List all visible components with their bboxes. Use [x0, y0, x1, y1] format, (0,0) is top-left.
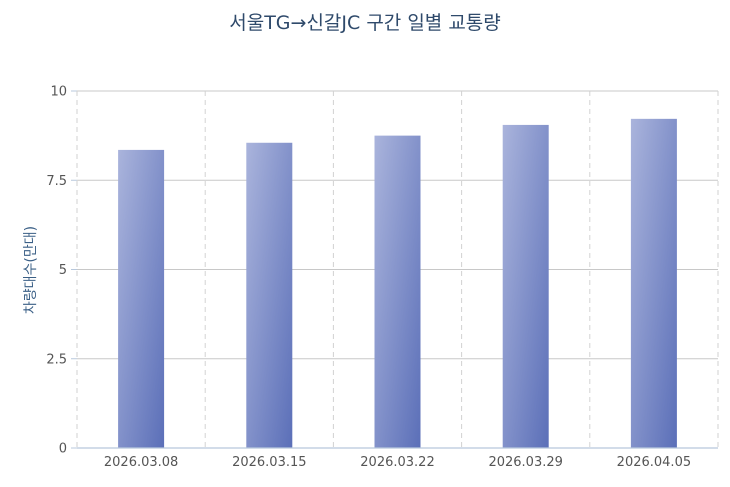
y-tick-label: 0 [59, 442, 67, 457]
bar [246, 142, 293, 448]
x-tick-label: 2026.03.22 [360, 455, 434, 470]
bar [118, 149, 165, 448]
x-tick-label: 2026.03.29 [488, 455, 562, 470]
bar [630, 118, 677, 448]
bar [502, 124, 549, 448]
x-tick-label: 2026.04.05 [617, 455, 691, 470]
y-tick-label: 7.5 [46, 174, 67, 189]
x-tick-label: 2026.03.15 [232, 455, 306, 470]
bar [374, 135, 421, 448]
y-tick-label: 5 [59, 263, 67, 278]
y-tick-label: 10 [50, 85, 67, 100]
x-tick-label: 2026.03.08 [104, 455, 178, 470]
chart-title: 서울TG→신갈JC 구간 일별 교통량 [229, 12, 501, 34]
y-tick-label: 2.5 [46, 352, 67, 367]
